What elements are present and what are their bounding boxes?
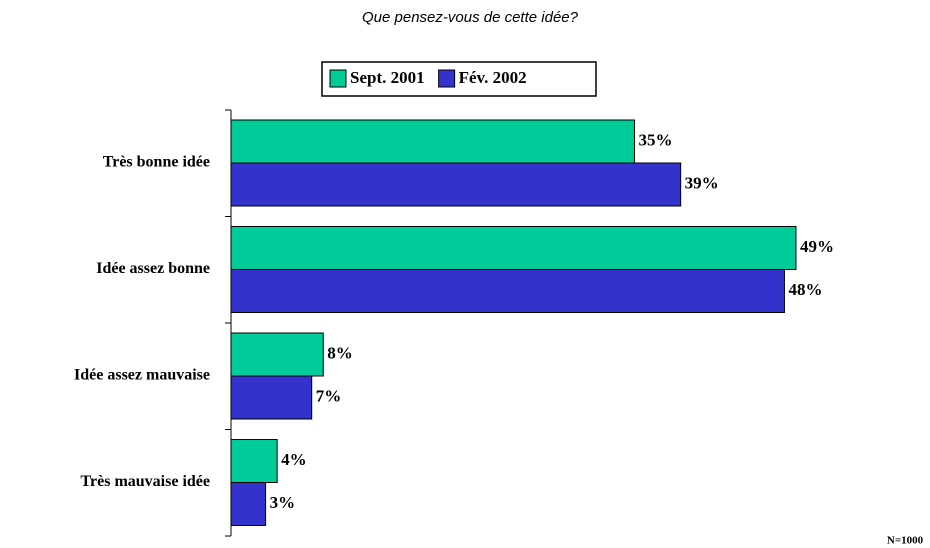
value-label: 49% (800, 237, 834, 256)
category-label: Très bonne idée (103, 154, 210, 171)
note: N=1000 (887, 535, 924, 547)
legend-label: Sept. 2001 (350, 68, 425, 87)
bar (230, 439, 278, 483)
value-label: 48% (788, 280, 822, 299)
bar (230, 119, 636, 164)
value-label: 3% (270, 493, 296, 512)
bar (230, 269, 785, 313)
bar (230, 375, 313, 420)
bar (230, 162, 682, 207)
value-label: 7% (316, 386, 342, 405)
bar (230, 482, 267, 526)
bar (230, 332, 324, 377)
legend-label: Fév. 2002 (459, 68, 527, 87)
category-label: Idée assez mauvaise (74, 367, 210, 384)
chart-title: Que pensez-vous de cette idée? (362, 9, 579, 26)
legend-swatch (438, 69, 456, 88)
category-label: Très mauvaise idée (81, 473, 210, 490)
bar (230, 226, 797, 270)
category-label: Idée assez bonne (96, 260, 210, 277)
value-label: 4% (281, 450, 307, 469)
value-label: 39% (685, 173, 719, 192)
legend-box (321, 61, 597, 97)
value-label: 8% (327, 343, 353, 362)
legend-swatch (329, 69, 347, 88)
value-label: 35% (639, 130, 673, 149)
